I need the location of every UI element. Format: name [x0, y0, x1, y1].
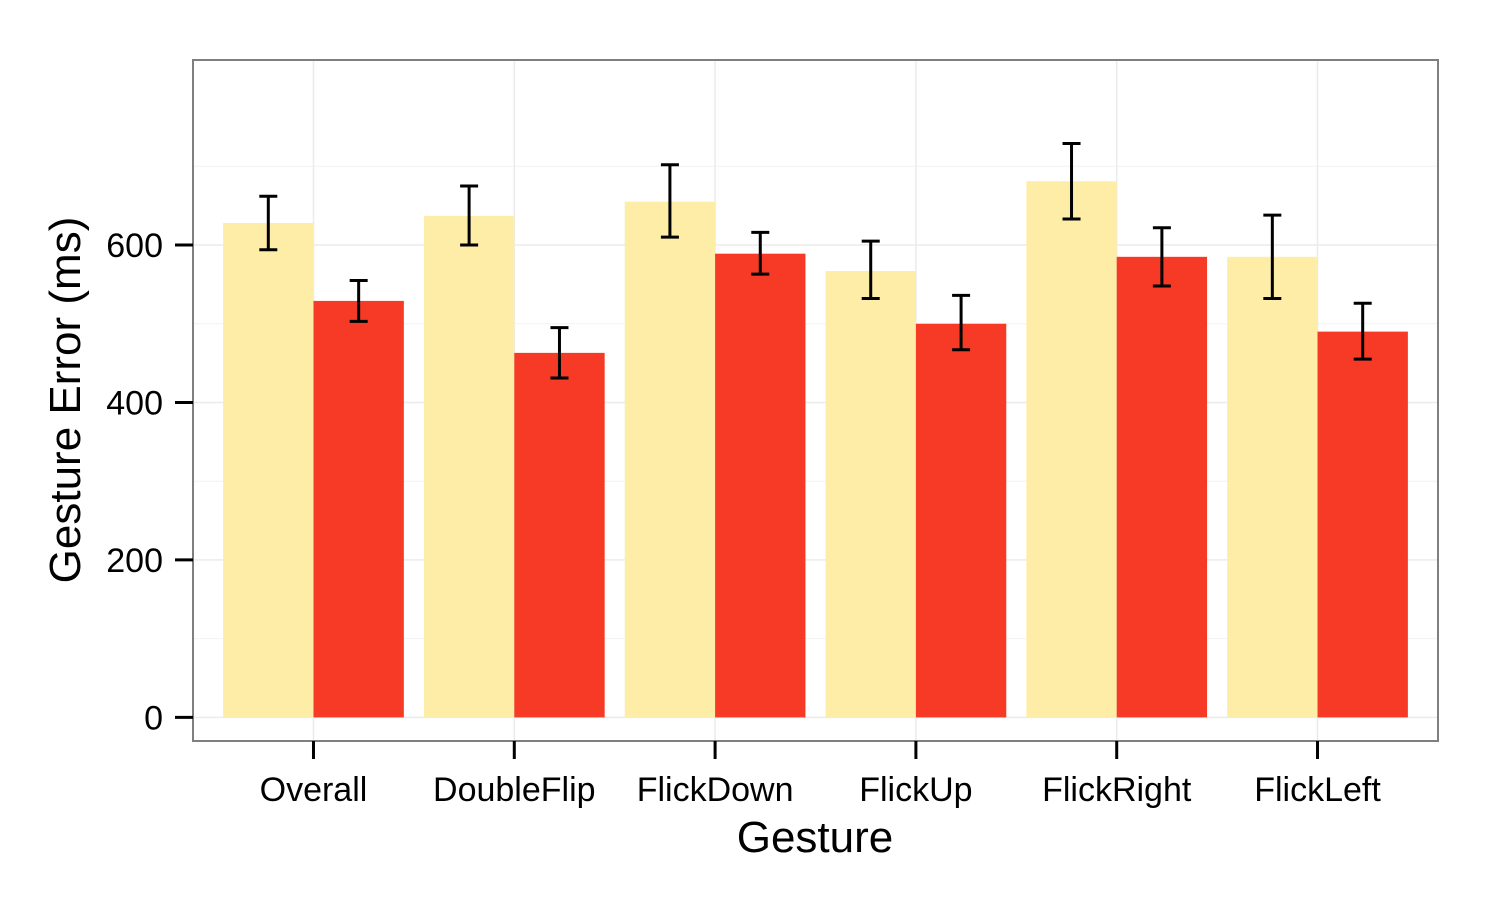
bar [1317, 331, 1408, 718]
y-axis-title: Gesture Error (ms) [41, 217, 90, 584]
x-axis-title: Gesture [737, 813, 894, 862]
y-tick-label: 0 [144, 699, 163, 737]
bar [423, 215, 515, 718]
error-bars-layer [259, 141, 1372, 380]
x-tick-label: FlickRight [1042, 771, 1192, 809]
bar [825, 270, 916, 718]
plot-panel-border [192, 59, 1439, 742]
x-tick-label: FlickUp [859, 771, 972, 809]
bar [223, 222, 314, 718]
bar [915, 323, 1007, 718]
bar [715, 253, 806, 718]
x-tick-label: FlickLeft [1254, 771, 1381, 809]
y-tick-label: 600 [106, 227, 163, 265]
x-axis: Overall DoubleFlip FlickDown FlickUp FlickRi… [260, 741, 1381, 809]
bar [1116, 256, 1208, 718]
x-tick-label: DoubleFlip [433, 771, 596, 809]
y-tick-label: 400 [106, 384, 163, 422]
bar [313, 300, 404, 718]
x-tick-label: Overall [260, 771, 368, 809]
y-axis: 0 200 400 600 [106, 227, 193, 737]
y-tick-label: 200 [106, 542, 163, 580]
bar [1026, 181, 1117, 718]
bar [514, 352, 605, 718]
bar [624, 201, 716, 718]
x-tick-label: FlickDown [637, 771, 794, 809]
bars-layer [223, 181, 1408, 718]
bar [1227, 256, 1318, 718]
